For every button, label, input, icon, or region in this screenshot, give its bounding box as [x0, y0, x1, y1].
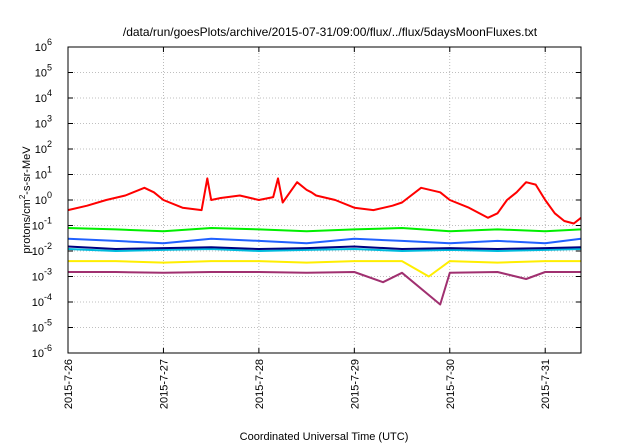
- y-tick-label: 101: [35, 165, 52, 182]
- y-tick-label: 10-3: [32, 267, 52, 284]
- y-tick-base: 10: [35, 170, 47, 182]
- ticks: [67, 46, 581, 354]
- y-tick-base: 10: [32, 323, 44, 335]
- x-tick-label: 2015-7-31: [540, 359, 552, 409]
- y-tick-label: 103: [35, 114, 52, 131]
- y-axis-label: protons/cm2-s-sr-MeV: [18, 146, 33, 254]
- series-line-0: [67, 177, 582, 225]
- y-tick-base: 10: [35, 144, 47, 156]
- y-tick-exponent: -1: [44, 216, 52, 226]
- y-tick-base: 10: [32, 221, 44, 233]
- y-tick-exponent: -2: [44, 241, 52, 251]
- y-tick-base: 10: [32, 297, 44, 309]
- y-tick-label: 105: [35, 63, 52, 80]
- x-tick-labels: 2015-7-26 2015-7-27 2015-7-28 2015-7-29 2015…: [63, 359, 552, 409]
- x-tick-label: 2015-7-29: [349, 359, 361, 409]
- y-tick-label: 106: [35, 37, 52, 54]
- y-tick-base: 10: [35, 68, 47, 80]
- y-tick-exponent: 5: [47, 63, 52, 73]
- y-axis-label-base: protons/cm: [21, 199, 33, 253]
- y-tick-base: 10: [35, 119, 47, 131]
- y-tick-label: 10-5: [32, 318, 52, 335]
- plot-frame: [67, 46, 582, 354]
- y-tick-label: 102: [35, 139, 52, 156]
- y-tick-base: 10: [32, 348, 44, 360]
- y-tick-exponent: 1: [47, 165, 52, 175]
- y-axis-label-rest: -s-sr-MeV: [21, 146, 33, 195]
- series-line-6: [68, 271, 581, 306]
- x-axis-label: Coordinated Universal Time (UTC): [240, 431, 409, 443]
- y-tick-base: 10: [35, 42, 47, 54]
- grid: [67, 46, 581, 354]
- series-line-5: [68, 260, 581, 278]
- y-tick-exponent: -5: [44, 318, 52, 328]
- y-tick-exponent: 4: [47, 88, 52, 98]
- y-tick-base: 10: [32, 246, 44, 258]
- x-tick-label: 2015-7-27: [158, 359, 170, 409]
- x-tick-label: 2015-7-28: [254, 359, 266, 409]
- y-tick-base: 10: [32, 272, 44, 284]
- y-tick-label: 10-6: [32, 343, 52, 360]
- y-tick-label: 100: [35, 190, 52, 207]
- series-line-2: [67, 237, 582, 245]
- y-tick-exponent: -6: [44, 343, 52, 353]
- series-line-4: [67, 245, 582, 250]
- series-line-3: [67, 248, 582, 252]
- y-tick-exponent: 0: [47, 190, 52, 200]
- y-tick-exponent: 6: [47, 37, 52, 47]
- y-tick-exponent: 2: [47, 139, 52, 149]
- x-tick-label: 2015-7-30: [445, 359, 457, 409]
- series-layer: [67, 177, 582, 306]
- y-tick-label: 104: [35, 88, 52, 105]
- y-tick-labels: 10610510410310210110010-110-210-310-410-…: [32, 37, 52, 360]
- y-tick-exponent: -3: [44, 267, 52, 277]
- y-tick-base: 10: [35, 195, 47, 207]
- x-tick-label: 2015-7-26: [63, 359, 75, 409]
- chart-title: /data/run/goesPlots/archive/2015-07-31/0…: [123, 25, 538, 39]
- y-tick-label: 10-4: [32, 292, 52, 309]
- y-axis-label-sup: 2: [18, 194, 27, 199]
- series-line-1: [67, 227, 582, 233]
- y-tick-exponent: -4: [44, 292, 52, 302]
- y-tick-label: 10-1: [32, 216, 52, 233]
- y-tick-exponent: 3: [47, 114, 52, 124]
- y-tick-base: 10: [35, 93, 47, 105]
- y-tick-label: 10-2: [32, 241, 52, 258]
